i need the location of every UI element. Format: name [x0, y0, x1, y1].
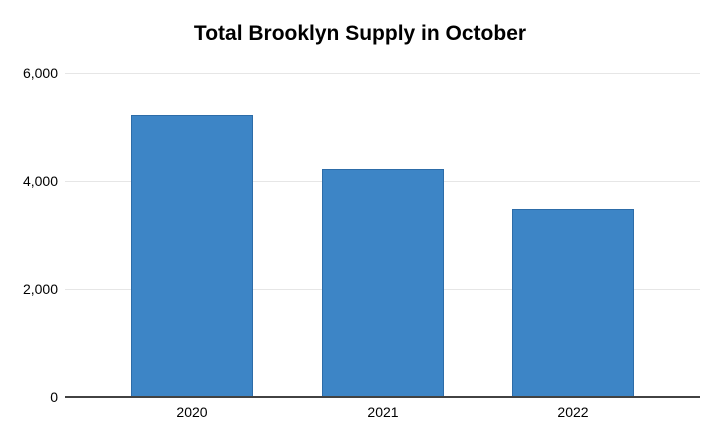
bar-2022	[512, 209, 634, 397]
y-axis-tick-label: 2,000	[22, 281, 58, 297]
x-axis-line	[65, 396, 700, 398]
bar-2020	[131, 115, 253, 397]
bar-2021	[322, 169, 444, 397]
x-axis-tick-label: 2020	[176, 404, 208, 420]
chart-title: Total Brooklyn Supply in October	[193, 22, 527, 45]
y-axis-tick-label: 6,000	[22, 65, 58, 81]
x-axis-tick-label: 2022	[557, 404, 589, 420]
y-gridline	[65, 73, 700, 74]
y-axis-tick-label: 4,000	[22, 173, 58, 189]
plot-area	[65, 73, 700, 398]
x-axis-tick-label: 2021	[367, 404, 399, 420]
y-axis-tick-label: 0	[50, 389, 58, 405]
